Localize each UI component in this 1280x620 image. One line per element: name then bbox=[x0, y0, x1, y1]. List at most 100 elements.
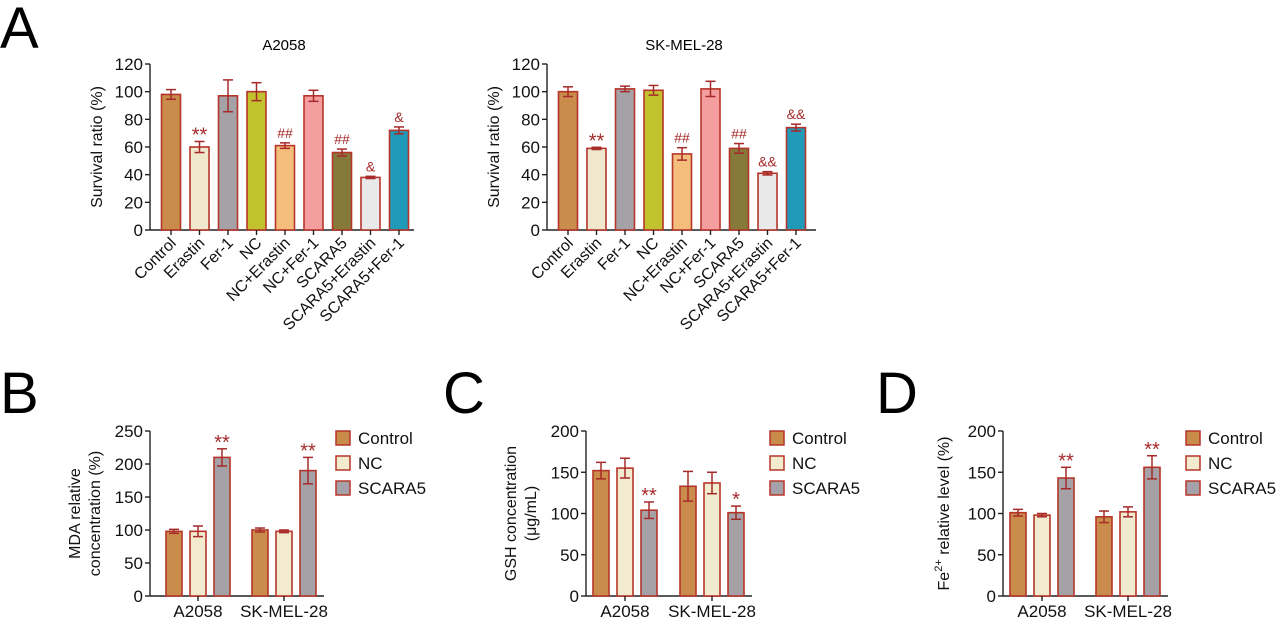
legend-swatch bbox=[1185, 430, 1201, 446]
bar bbox=[703, 482, 721, 597]
y-axis-label: Survival ratio (%) bbox=[486, 86, 503, 208]
significance-label: ** bbox=[1058, 450, 1074, 472]
significance-label: ** bbox=[1144, 439, 1160, 461]
significance-label: ## bbox=[277, 125, 293, 141]
bar bbox=[785, 126, 807, 231]
legend-swatch bbox=[1185, 455, 1201, 471]
chart-title: SK-MEL-28 bbox=[645, 37, 723, 54]
significance-label: && bbox=[758, 154, 777, 170]
bar bbox=[274, 144, 296, 231]
bar bbox=[616, 467, 634, 597]
bar bbox=[700, 88, 721, 231]
panel-letter-c: C bbox=[443, 361, 485, 426]
legend-label: Control bbox=[358, 429, 413, 448]
y-tick-label: 150 bbox=[115, 488, 143, 507]
x-tick-label: Fer-1 bbox=[198, 235, 237, 274]
y-tick-label: 40 bbox=[521, 166, 540, 185]
legend-swatch bbox=[1185, 480, 1201, 496]
bar bbox=[757, 172, 778, 231]
bar bbox=[679, 485, 697, 597]
bar bbox=[251, 529, 269, 597]
bar bbox=[592, 469, 610, 597]
bar bbox=[388, 129, 410, 231]
significance-label: ** bbox=[300, 440, 316, 462]
bar bbox=[331, 151, 353, 231]
y-tick-label: 20 bbox=[521, 193, 540, 212]
y-tick-label: 50 bbox=[560, 546, 579, 565]
bar bbox=[217, 95, 239, 231]
chart-c-gsh: GSH concentration (μg/mL) 0 50 100 150 200 ** A2… bbox=[503, 422, 860, 620]
y-axis-label: Survival ratio (%) bbox=[89, 86, 106, 208]
chart-title: A2058 bbox=[262, 37, 305, 54]
y-tick-label: 150 bbox=[968, 463, 996, 482]
y-tick-label: 80 bbox=[521, 110, 540, 129]
y-tick-label: 200 bbox=[115, 455, 143, 474]
y-tick-label: 60 bbox=[521, 138, 540, 157]
bar bbox=[586, 147, 607, 231]
significance-label: & bbox=[366, 158, 376, 174]
y-tick-label: 200 bbox=[968, 422, 996, 441]
y-tick-label: 0 bbox=[134, 221, 143, 240]
bar bbox=[275, 530, 293, 597]
chart-d-fe2: Fe2+ relative level (%) 0 50 100 150 200 ** A20… bbox=[933, 422, 1276, 620]
legend-label: SCARA5 bbox=[792, 479, 860, 498]
y-tick-label: 80 bbox=[124, 110, 143, 129]
y-axis-label: (μg/mL) bbox=[523, 486, 540, 541]
y-tick-label: 100 bbox=[968, 505, 996, 524]
y-tick-label: 40 bbox=[124, 166, 143, 185]
y-tick-label: 20 bbox=[124, 193, 143, 212]
x-tick-label: A2058 bbox=[1017, 602, 1066, 620]
bar bbox=[160, 93, 182, 231]
legend-swatch bbox=[769, 480, 785, 496]
legend-swatch bbox=[335, 480, 351, 496]
bar bbox=[1119, 511, 1137, 597]
bar bbox=[557, 90, 579, 231]
legend-label: SCARA5 bbox=[358, 479, 426, 498]
bar bbox=[189, 530, 207, 597]
legend-label: Control bbox=[1208, 429, 1263, 448]
bar bbox=[728, 147, 750, 231]
legend-label: NC bbox=[358, 454, 383, 473]
significance-label: & bbox=[394, 109, 404, 125]
chart-b-mda: MDA relative concentration (%) 0 50 100 150 20… bbox=[67, 422, 426, 620]
bar bbox=[640, 509, 658, 597]
significance-label: ** bbox=[214, 432, 230, 454]
bar bbox=[299, 469, 317, 597]
legend-swatch bbox=[335, 455, 351, 471]
legend-label: SCARA5 bbox=[1208, 479, 1276, 498]
x-tick-label: SK-MEL-28 bbox=[240, 602, 328, 620]
x-tick-label: SK-MEL-28 bbox=[1084, 602, 1172, 620]
y-tick-label: 120 bbox=[115, 55, 143, 74]
legend-swatch bbox=[335, 430, 351, 446]
y-tick-label: 0 bbox=[531, 221, 540, 240]
y-axis-label: concentration (%) bbox=[87, 451, 104, 576]
y-tick-label: 100 bbox=[512, 83, 540, 102]
significance-label: ## bbox=[674, 130, 690, 146]
bar bbox=[189, 146, 210, 231]
bar bbox=[614, 88, 636, 231]
y-tick-label: 250 bbox=[115, 422, 143, 441]
legend-swatch bbox=[769, 430, 785, 446]
y-tick-label: 0 bbox=[134, 587, 143, 606]
legend-label: NC bbox=[792, 454, 817, 473]
x-tick-label: Fer-1 bbox=[595, 235, 634, 274]
bar bbox=[727, 511, 745, 597]
significance-label: * bbox=[732, 489, 740, 511]
bar bbox=[1033, 514, 1051, 597]
y-tick-label: 100 bbox=[551, 505, 579, 524]
significance-label: && bbox=[787, 106, 806, 122]
significance-label: ** bbox=[192, 124, 208, 146]
significance-label: ## bbox=[334, 131, 350, 147]
legend-label: NC bbox=[1208, 454, 1233, 473]
significance-label: ** bbox=[641, 485, 657, 507]
panel-letter-a: A bbox=[0, 0, 39, 61]
x-tick-label: SK-MEL-28 bbox=[668, 602, 756, 620]
bar bbox=[1057, 477, 1075, 597]
y-tick-label: 50 bbox=[124, 554, 143, 573]
significance-label: ** bbox=[589, 130, 605, 152]
bar bbox=[1009, 511, 1027, 597]
chart-a-sk-mel-28: SK-MEL-28 Survival ratio (%) 0 20 40 60 80 100 1… bbox=[486, 37, 816, 334]
y-axis-label: Fe2+ relative level (%) bbox=[933, 437, 953, 591]
